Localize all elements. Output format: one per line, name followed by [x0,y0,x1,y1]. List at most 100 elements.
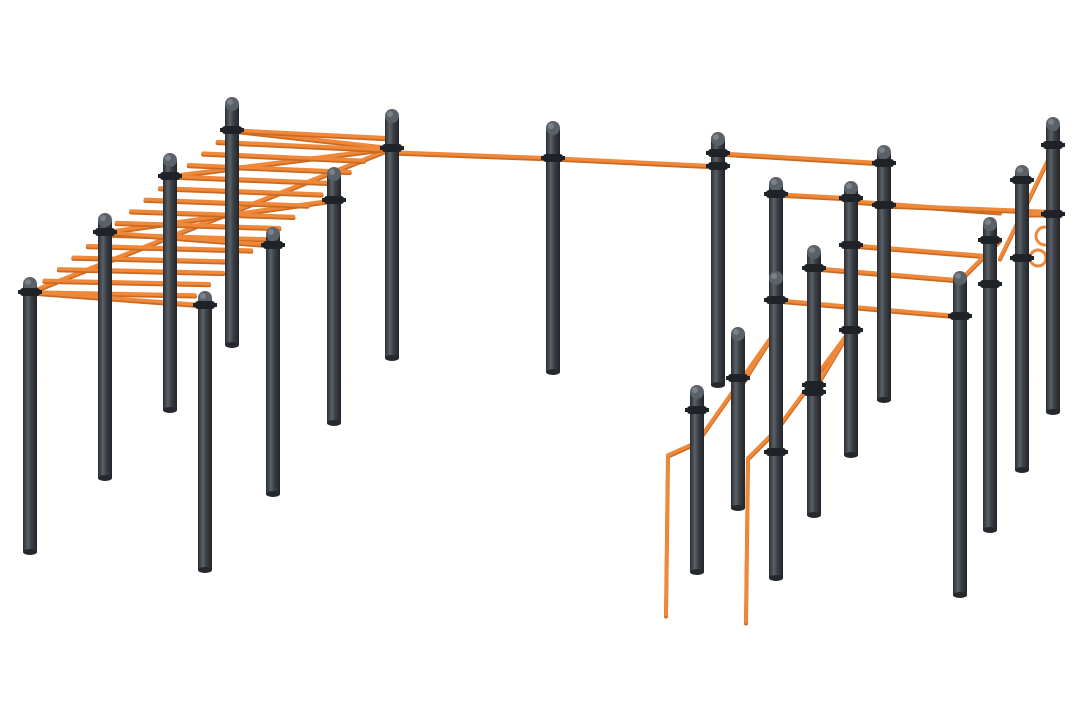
post-body [711,139,725,385]
post-cap-highlight [771,273,777,279]
orange-bar [774,298,962,318]
bar-clamp [195,301,215,309]
post-foot [807,512,821,518]
post-foot [266,491,280,497]
clamp-bolt [784,192,788,196]
post-body [953,278,967,595]
clamp-bolt [380,146,384,150]
post-foot [163,407,177,413]
bar-clamp [841,241,861,249]
clamp-bolt [968,314,972,318]
post-cap-highlight [846,183,852,189]
clamp-bolt [1010,178,1014,182]
bar-clamp [324,196,344,204]
steel-post [380,109,404,361]
orange-bar [230,128,394,140]
orange-bar [744,456,750,624]
post-cap-highlight [1048,119,1054,125]
clamp-bolt [685,408,689,412]
post-foot [983,527,997,533]
bar-clamp [222,126,242,134]
bar-clamp [804,388,824,396]
post-body [225,104,239,345]
clamp-bolt [998,282,1002,286]
post-foot [953,592,967,598]
clamp-bolt [726,164,730,168]
post-foot [1046,409,1060,415]
clamp-bolt [998,238,1002,242]
clamp-bolt [541,156,545,160]
steel-posts [18,97,1065,598]
steel-post [764,271,788,581]
post-foot [769,575,783,581]
clamp-bolt [1010,256,1014,260]
post-body [877,152,891,400]
bar-clamp [1012,176,1032,184]
clamp-bolt [859,196,863,200]
post-body [23,284,37,552]
clamp-bolt [892,161,896,165]
clamp-bolt [839,243,843,247]
clamp-bolt [158,174,162,178]
clamp-bolt [1030,178,1034,182]
steel-post [685,385,709,575]
post-foot [844,452,858,458]
bar-clamp [20,288,40,296]
steel-post [1010,165,1034,473]
clamp-bolt [822,383,826,387]
post-cap-highlight [268,229,274,235]
bar-clamp [874,201,894,209]
steel-post [706,132,730,388]
clamp-bolt [706,164,710,168]
bar-clamp [980,280,1000,288]
orange-bar [774,192,853,200]
bar-clamp [841,194,861,202]
post-cap-highlight [985,219,991,225]
bar-clamp [841,326,861,334]
post-body [198,298,212,570]
post-cap-highlight [329,169,335,175]
post-cap-highlight [200,293,206,299]
bar-clamp [687,406,707,414]
steel-post [541,121,565,375]
post-body [385,116,399,358]
bar-clamp [950,312,970,320]
post-cap-highlight [809,247,815,253]
bar-clamp [543,154,563,162]
steel-post [1041,117,1065,415]
clamp-bolt [213,303,217,307]
orange-bar [390,150,555,160]
clamp-bolt [872,203,876,207]
post-cap-highlight [955,273,961,279]
post-cap-highlight [771,179,777,185]
clamp-bolt [978,238,982,242]
bar-clamp [1012,254,1032,262]
clamp-bolt [802,266,806,270]
clamp-bolt [281,243,285,247]
clamp-bolt [220,128,224,132]
orange-bar [57,267,225,275]
post-cap-highlight [165,155,171,161]
clamp-bolt [18,290,22,294]
steel-post [261,227,285,497]
clamp-bolt [1030,256,1034,260]
steel-post [158,153,182,413]
orange-bar [129,209,296,219]
post-body [844,188,858,455]
steel-post [872,145,896,403]
post-cap-highlight [227,99,233,105]
orange-bar [172,174,338,185]
post-body [327,174,341,423]
clamp-bolt [802,390,806,394]
post-body [983,224,997,530]
bar-clamp [804,264,824,272]
post-cap-highlight [879,147,885,153]
steel-post [978,217,1002,533]
bar-clamp [1043,141,1063,149]
steel-post [18,277,42,555]
orange-bar [168,146,394,178]
post-cap-highlight [387,111,393,117]
clamp-bolt [726,376,730,380]
clamp-bolt [784,450,788,454]
